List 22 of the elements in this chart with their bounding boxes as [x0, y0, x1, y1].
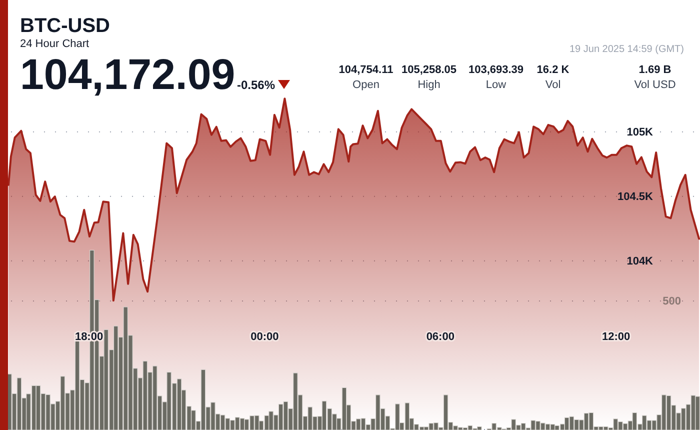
annotation: Low: [486, 79, 506, 91]
chart-title: BTC-USD: [20, 15, 110, 37]
y-tick-label: 104.5K: [618, 190, 654, 203]
x-tick-label: 06:00: [426, 330, 454, 343]
annotation: 104,172.09: [20, 51, 236, 99]
text: 103,693.39: [468, 64, 524, 76]
text: 19 Jun 2025 14:59 (GMT): [569, 44, 684, 55]
text: 16.2 K: [536, 64, 570, 76]
annotation: High: [418, 79, 440, 91]
y-tick-label: 104K: [626, 255, 654, 268]
y-tick-label: 105K: [626, 126, 654, 138]
chart-subtitle: 24 Hour Chart: [20, 38, 90, 50]
annotation: Vol: [545, 79, 561, 91]
x-tick-label: 12:00: [602, 330, 630, 343]
text: 104,754.11: [338, 64, 394, 76]
text: 105,258.05: [401, 64, 457, 76]
annotation: -0.56%: [237, 78, 276, 92]
x-tick-label: 00:00: [250, 330, 279, 343]
annotation: Vol USD: [634, 79, 676, 91]
y2-tick-label: 500: [662, 296, 681, 308]
text: 1.69 B: [638, 64, 672, 76]
annotation: Open: [352, 79, 380, 91]
